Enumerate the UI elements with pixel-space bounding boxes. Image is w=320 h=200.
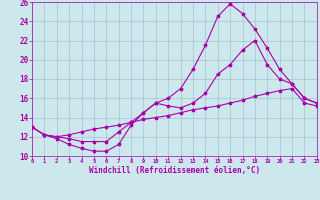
X-axis label: Windchill (Refroidissement éolien,°C): Windchill (Refroidissement éolien,°C)	[89, 166, 260, 175]
